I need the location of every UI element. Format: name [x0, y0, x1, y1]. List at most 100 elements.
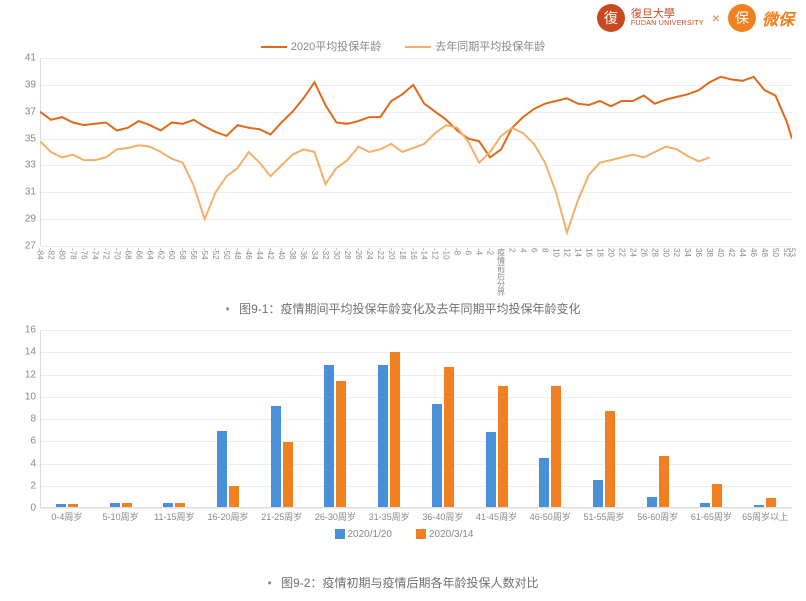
chart1-y-axis: 2729313335373941: [16, 58, 38, 246]
y-tick-label: 12: [25, 369, 36, 380]
x-tick-label: -78: [68, 248, 77, 260]
chart1-legend: 2020平均投保年龄 去年同期平均投保年龄: [0, 38, 806, 54]
fudan-university-label: 復旦大學 FUDAN UNIVERSITY: [631, 8, 704, 28]
y-tick-label: 41: [25, 53, 36, 64]
legend-label: 去年同期平均投保年龄: [435, 41, 545, 53]
bar: [56, 504, 66, 507]
x-tick-label: -2: [486, 248, 495, 255]
x-tick-label: 4: [519, 248, 528, 252]
bar: [175, 503, 185, 507]
bar: [110, 503, 120, 507]
x-tick-label: -42: [266, 248, 275, 260]
x-tick-label: -6: [464, 248, 473, 255]
bar: [498, 386, 508, 507]
bar: [68, 504, 78, 507]
x-tick-label: -4: [475, 248, 484, 255]
x-tick-label: -50: [222, 248, 231, 260]
bar: [551, 386, 561, 507]
x-tick-label: 21-25周岁: [261, 510, 302, 523]
legend-swatch: [261, 46, 287, 48]
bar: [324, 365, 334, 507]
bar: [605, 411, 615, 507]
legend-swatch: [335, 529, 345, 539]
line-series: [40, 125, 710, 233]
x-tick-label: 16-20周岁: [207, 510, 248, 523]
fudan-cn: 復旦大學: [631, 8, 675, 20]
x-tick-label: 18: [595, 248, 604, 257]
x-tick-label: -40: [277, 248, 286, 260]
x-tick-label: 51-55周岁: [583, 510, 624, 523]
x-tick-label: 41-45周岁: [476, 510, 517, 523]
x-tick-label: -28: [343, 248, 352, 260]
bar: [390, 352, 400, 507]
x-tick-label: 65周岁以上: [742, 510, 788, 523]
bar: [229, 486, 239, 507]
x-axis-annotation: 疫情前后分界: [496, 248, 507, 296]
x-tick-label: -82: [46, 248, 55, 260]
chart2-x-axis: 0-4周岁5-10周岁11-15周岁16-20周岁21-25周岁26-30周岁3…: [40, 508, 792, 526]
x-tick-label: -84: [36, 248, 45, 260]
x-tick-label: -22: [376, 248, 385, 260]
bar-group: [432, 367, 454, 507]
bar: [378, 365, 388, 507]
chart1-line-chart: 2729313335373941 -84-82-80-78-76-74-72-7…: [16, 58, 792, 278]
bar: [336, 381, 346, 507]
bar-group: [56, 504, 78, 507]
x-tick-label: 56-60周岁: [637, 510, 678, 523]
x-tick-label: -8: [453, 248, 462, 255]
chart2-caption: • 图9-2：疫情初期与疫情后期各年龄投保人数对比: [0, 574, 806, 591]
x-tick-label: 48: [760, 248, 769, 257]
y-tick-label: 0: [30, 503, 36, 514]
bar-group: [754, 498, 776, 507]
legend-item: 2020平均投保年龄: [261, 38, 381, 54]
bar-group: [539, 386, 561, 507]
bullet-icon: •: [268, 576, 272, 590]
x-tick-label: -34: [310, 248, 319, 260]
chart1-x-axis: -84-82-80-78-76-74-72-70-68-66-64-62-60-…: [40, 246, 792, 278]
x-tick-label: -26: [354, 248, 363, 260]
x-tick-label: 10: [551, 248, 560, 257]
bar-group: [110, 503, 132, 507]
x-tick-label: 30: [661, 248, 670, 257]
y-tick-label: 2: [30, 480, 36, 491]
x-tick-label: 31-35周岁: [369, 510, 410, 523]
x-tick-label: 20: [606, 248, 615, 257]
x-tick-label: 28: [650, 248, 659, 257]
x-tick-label: -46: [244, 248, 253, 260]
x-tick-label: 36: [694, 248, 703, 257]
bar: [217, 431, 227, 507]
bar-group: [163, 503, 185, 507]
x-tick-label: 6: [530, 248, 539, 252]
x-tick-label: -80: [57, 248, 66, 260]
chart1-caption: • 图9-1：疫情期间平均投保年龄变化及去年同期平均投保年龄变化: [0, 300, 806, 317]
x-tick-label: 8: [540, 248, 549, 252]
x-tick-label: -30: [332, 248, 341, 260]
chart1-plot: [40, 58, 792, 246]
bar-group: [324, 365, 346, 507]
x-tick-label: -12: [431, 248, 440, 260]
legend-item: 2020/1/20: [335, 529, 393, 540]
x-tick-label: 2: [508, 248, 517, 252]
x-tick-label: 40: [716, 248, 725, 257]
x-tick-label: 53: [788, 248, 797, 257]
collab-x: ×: [712, 10, 720, 26]
x-tick-label: 36-40周岁: [422, 510, 463, 523]
y-tick-label: 4: [30, 458, 36, 469]
x-tick-label: -54: [200, 248, 209, 260]
x-tick-label: -74: [90, 248, 99, 260]
x-tick-label: -58: [178, 248, 187, 260]
y-tick-label: 16: [25, 325, 36, 336]
bar: [700, 503, 710, 507]
legend-label: 2020/1/20: [348, 529, 393, 540]
bar: [444, 367, 454, 507]
x-tick-label: -62: [156, 248, 165, 260]
legend-item: 去年同期平均投保年龄: [405, 38, 545, 54]
x-tick-label: -68: [123, 248, 132, 260]
x-tick-label: -16: [409, 248, 418, 260]
y-tick-label: 33: [25, 160, 36, 171]
weibao-logo-icon: 保: [728, 4, 756, 32]
bar: [486, 432, 496, 507]
x-tick-label: 26-30周岁: [315, 510, 356, 523]
chart2-legend: 2020/1/202020/3/14: [16, 529, 792, 540]
bar: [122, 503, 132, 507]
